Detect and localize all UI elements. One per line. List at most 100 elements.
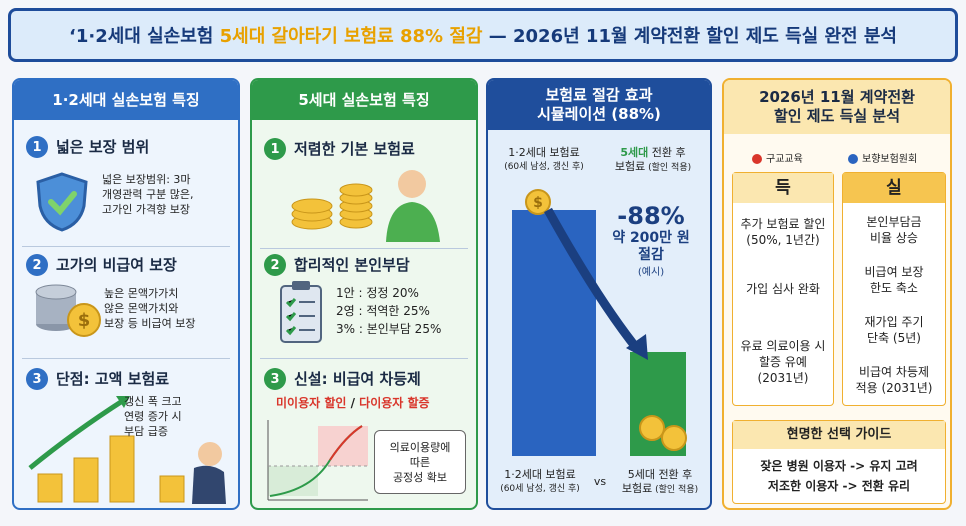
gain-box: 득 추가 보험료 할인 (50%, 1년간) 가입 심사 완화 유료 의료이용 시… <box>732 172 834 406</box>
item-title: 고가의 비급여 보장 <box>56 256 177 274</box>
text: 보험료 절감 효과 <box>545 86 653 104</box>
item-number: 3 <box>26 368 48 390</box>
left-bottom-label: 1·2세대 보험료 (60세 남성, 갱신 후) <box>492 468 588 496</box>
gain-title: 득 <box>733 173 833 203</box>
text: 재가입 주기 <box>864 315 924 329</box>
text: 고가인 가격향 보장 <box>102 203 190 216</box>
divider <box>260 358 468 359</box>
item-text: 높은 몬액가가치 않은 몬액가치와 보장 등 비급여 보장 <box>104 286 195 331</box>
text: 잦은 병원 이용자 -> 유지 고려 <box>760 459 918 473</box>
text: 높은 몬액가가치 <box>104 287 179 300</box>
text: 3% : 본인부담 25% <box>336 322 442 336</box>
text: 5세대 <box>620 146 649 159</box>
text: 할인 제도 득실 분석 <box>773 107 901 125</box>
text: 5세대 전환 후 <box>627 468 693 481</box>
svg-text:$: $ <box>533 195 543 211</box>
text: 의료이용량에 <box>389 440 451 454</box>
text: 추가 보험료 할인 <box>740 217 826 231</box>
text: 적용 (2031년) <box>855 381 933 395</box>
item-title: 신설: 비급여 차등제 <box>294 370 421 388</box>
text: (2031년) <box>757 371 809 385</box>
text: 비급여 보장 <box>864 265 924 279</box>
item-title: 합리적인 본인부담 <box>294 256 410 274</box>
item-number: 3 <box>264 368 286 390</box>
item-text: 갱신 폭 크고 연령 증가 시 부담 급증 <box>124 394 182 439</box>
text: 공정성 확보 <box>392 470 448 484</box>
saving-callout: -88% 약 200만 원 절감 (예시) <box>598 202 704 281</box>
gain-item: 추가 보험료 할인 (50%, 1년간) <box>733 205 833 259</box>
text: 1안 : 정정 20% <box>336 286 419 300</box>
text: 시뮬레이션 (88%) <box>537 105 661 123</box>
item-title: 저렴한 기본 보험료 <box>294 140 415 158</box>
text: 구교교육 <box>766 154 803 165</box>
right-label: 5세대 전환 후 보험료 (할인 적용) <box>600 146 706 175</box>
item-number: 2 <box>26 254 48 276</box>
panel-header: 보험료 절감 효과 시뮬레이션 (88%) <box>488 80 710 130</box>
text: 유료 의료이용 시 <box>740 339 826 353</box>
header-text: 1·2세대 실손보험 특징 <box>52 90 200 109</box>
text: 2026년 11월 계약전환 <box>759 88 915 106</box>
divider <box>22 358 230 359</box>
item-number: 1 <box>264 138 286 160</box>
loss-item: 본인부담금 비율 상승 <box>843 205 945 255</box>
divider <box>260 248 468 249</box>
shield-icon <box>36 172 88 232</box>
text: 않은 몬액가치와 <box>104 302 179 315</box>
text: 1·2세대 보험료 <box>504 468 576 481</box>
logo: 보향보험원회 <box>848 152 917 167</box>
panel-header: 2026년 11월 계약전환 할인 제도 득실 분석 <box>724 80 950 134</box>
item-number: 2 <box>264 254 286 276</box>
right-bottom-label: 5세대 전환 후 보험료 (할인 적용) <box>610 468 710 497</box>
text: 비율 상승 <box>870 231 918 245</box>
text: -88% <box>617 202 685 230</box>
panel-header: 5세대 실손보험 특징 <box>252 80 476 120</box>
loss-title: 실 <box>843 173 945 203</box>
text: (50%, 1년간) <box>746 233 820 247</box>
text: 약 200만 원 <box>612 230 690 246</box>
vs-label: vs <box>593 475 607 488</box>
text: 갱신 폭 크고 <box>124 395 182 408</box>
text: (60세 남성, 갱신 후) <box>500 484 580 494</box>
text: (할인 적용) <box>652 485 699 495</box>
item-text: 1안 : 정정 20% 2영 : 적역한 25% 3% : 본인부담 25% <box>336 284 441 338</box>
title-prefix: ‘1·2세대 실손보험 <box>69 26 220 47</box>
text: 전환 후 <box>648 146 686 159</box>
gain-item: 가입 심사 완화 <box>733 261 833 317</box>
item-subtitle: 미이용자 할인 / 다이용자 할증 <box>276 396 430 411</box>
text: 1·2세대 보험료 <box>508 146 580 159</box>
simulation-panel: 보험료 절감 효과 시뮬레이션 (88%) 1·2세대 보험료 (60세 남성, 갱… <box>486 78 712 510</box>
rising-cost-icon <box>28 396 226 504</box>
guide-text: 잦은 병원 이용자 -> 유지 고려 저조한 이용자 -> 전환 유리 <box>733 451 945 501</box>
guide-title: 현명한 선택 가이드 <box>733 421 945 449</box>
text: 따른 <box>409 455 431 469</box>
title-banner: ‘1·2세대 실손보험 5세대 갈아타기 보험료 88% 절감 — 2026년 … <box>8 8 958 62</box>
header-text: 5세대 실손보험 특징 <box>298 90 430 109</box>
old-plan-panel: 1·2세대 실손보험 특징 1 넓은 보장 범위 넓은 보장범위: 3마 개영관력… <box>12 78 240 510</box>
item-title: 넓은 보장 범위 <box>56 138 150 156</box>
new-plan-panel: 5세대 실손보험 특징 1 저렴한 기본 보험료 2 합리적인 본인부담 1안 … <box>250 78 478 510</box>
text: / <box>346 396 360 410</box>
coins-icon: $ <box>35 284 101 337</box>
text: 할증 유예 <box>759 355 807 369</box>
text: 넓은 보장범위: 3마 <box>102 173 191 186</box>
text: 한도 축소 <box>870 281 918 295</box>
saver-icon <box>291 170 440 242</box>
divider <box>22 246 230 247</box>
text: 가입 심사 완화 <box>746 282 820 296</box>
text: 비급여 차등제 <box>858 365 930 379</box>
text: 보험료 <box>621 482 653 495</box>
text: (예시) <box>637 267 665 278</box>
text: 절감 <box>638 247 664 263</box>
text: (60세 남성, 갱신 후) <box>504 162 584 172</box>
logo: 구교교육 <box>752 152 803 167</box>
loss-item: 재가입 주기 단축 (5년) <box>843 305 945 355</box>
text: 개영관력 구분 많은, <box>102 188 194 201</box>
title-highlight: 5세대 갈아타기 보험료 88% 절감 <box>219 26 483 47</box>
text: 보험료 <box>614 160 646 173</box>
analysis-panel: 2026년 11월 계약전환 할인 제도 득실 분석 구교교육 보향보험원회 득 … <box>722 78 952 510</box>
